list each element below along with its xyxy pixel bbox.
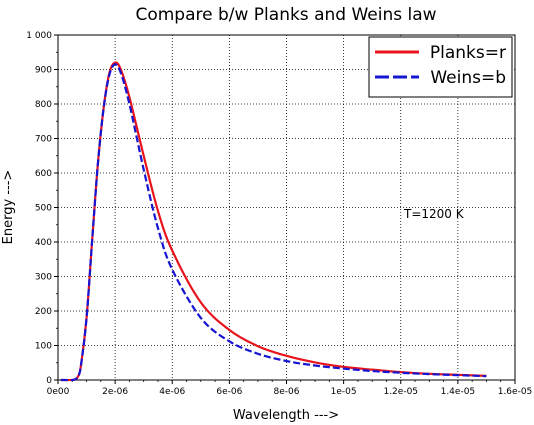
x-tick-label: 2e-06 [102, 387, 128, 397]
x-tick-label: 8e-06 [274, 387, 300, 397]
temperature-annotation: T=1200 K [403, 207, 465, 221]
y-tick-label: 1 000 [26, 31, 52, 41]
x-tick-label: 1.2e-05 [383, 387, 418, 397]
y-tick-label: 700 [35, 135, 52, 145]
legend-label: Planks=r [430, 43, 506, 63]
series-line-planck [60, 61, 487, 382]
x-tick-label: 6e-06 [216, 387, 242, 397]
y-tick-label: 900 [35, 66, 52, 76]
y-tick-label: 300 [35, 273, 52, 283]
legend-box [368, 36, 513, 98]
x-tick-label: 1.6e-05 [498, 387, 533, 397]
x-axis-label: Wavelength ---> [233, 408, 339, 423]
y-tick-label: 100 [35, 342, 52, 352]
x-tick-label: 0e00 [47, 387, 70, 397]
x-tick-label: 4e-06 [159, 387, 185, 397]
y-tick-label: 600 [35, 169, 52, 179]
chart-title: Compare b/w Planks and Weins law [135, 5, 436, 25]
legend: Planks=r Weins=b [368, 36, 513, 98]
y-tick-label: 400 [35, 238, 52, 248]
series-lines [60, 61, 487, 382]
y-axis-label: Energy ---> [1, 170, 16, 245]
x-tick-label: 1.4e-05 [441, 387, 476, 397]
y-tick-label: 800 [35, 100, 52, 110]
legend-label: Weins=b [430, 68, 506, 88]
y-tick-label: 200 [35, 307, 52, 317]
series-line-wien [60, 63, 487, 382]
axis-ticks: 0e00 2e-06 4e-06 6e-06 8e-06 1e-05 1.2e-05 1.4e… [26, 31, 532, 397]
x-tick-label: 1e-05 [331, 387, 357, 397]
y-tick-label: 0 [46, 376, 52, 386]
y-tick-label: 500 [35, 204, 52, 214]
